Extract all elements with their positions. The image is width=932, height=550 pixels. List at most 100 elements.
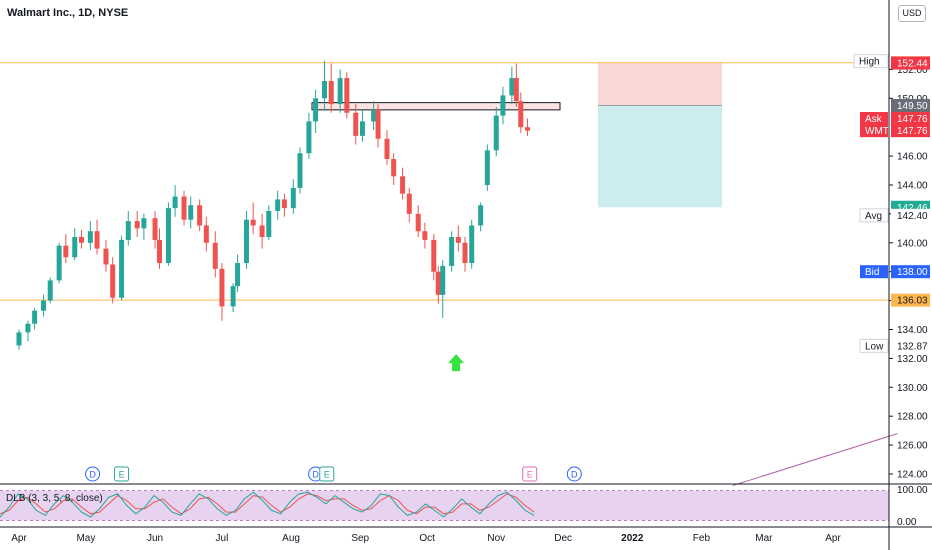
price-label-name: High: [859, 57, 880, 68]
candle-body: [400, 176, 406, 194]
price-label-value: 132.87: [897, 341, 928, 352]
candle-body: [322, 80, 328, 99]
candle-body: [313, 98, 319, 122]
candle-body: [435, 271, 441, 295]
price-label-value: 149.50: [897, 101, 928, 112]
candle-body: [63, 245, 69, 258]
candle-body: [469, 225, 475, 264]
candle-body: [509, 78, 515, 96]
time-tick-label: Dec: [554, 533, 572, 544]
candle-body: [41, 300, 47, 311]
candle-body: [203, 225, 209, 243]
candle-body: [188, 205, 194, 220]
candle-body: [462, 242, 468, 264]
oscillator-tick-label: 0.00: [897, 517, 917, 528]
oscillator-d-line: [0, 493, 535, 515]
currency-button[interactable]: USD: [898, 5, 926, 22]
event-marker-label: D: [312, 470, 319, 480]
earnings-event-icon: [114, 466, 130, 482]
candle-body: [281, 199, 287, 209]
time-tick-label: Nov: [487, 533, 505, 544]
candle-body: [32, 310, 38, 324]
candle-body: [152, 218, 158, 240]
price-label-tag: [891, 124, 930, 138]
price-axis: 124.00 126.00 128.00 130.00 132.00 134.00 136.…: [853, 0, 930, 550]
event-marker-label: E: [324, 470, 330, 480]
dividend-event-icon: [85, 466, 101, 482]
price-label-name-tag: [853, 54, 889, 69]
candle-body: [524, 127, 530, 131]
candle-body: [484, 150, 490, 185]
candle-body: [243, 219, 249, 264]
candle-body: [219, 268, 225, 307]
candle-body: [87, 231, 93, 243]
candle-body: [156, 239, 162, 264]
candle-body: [297, 153, 303, 188]
price-label-tag: [891, 112, 930, 126]
time-axis: Apr May Jun Jul Aug Sep Oct Nov Dec 2022 Feb Mar Apr: [0, 526, 932, 544]
price-tick-label: 124.00: [897, 470, 928, 481]
candle-body: [230, 286, 236, 307]
trade-zones: [598, 63, 722, 208]
time-tick-label: Sep: [351, 533, 369, 544]
candle-body: [422, 231, 428, 240]
time-tick-label: Aug: [282, 533, 300, 544]
price-tick-label: 130.00: [897, 383, 928, 394]
candle-body: [266, 211, 272, 238]
candle-body: [110, 264, 116, 298]
candle-body: [47, 280, 53, 301]
price-label-name: Low: [865, 341, 884, 352]
candle-body: [513, 78, 519, 102]
price-label-value: 147.76: [897, 114, 928, 125]
price-label-name-tag: [860, 112, 888, 126]
candle-body: [134, 221, 140, 229]
price-label-value: 136.03: [897, 296, 928, 307]
time-tick-label: Jun: [147, 533, 163, 544]
event-marker-label: D: [89, 470, 96, 480]
time-tick-label: 2022: [621, 533, 644, 544]
candle-body: [235, 263, 241, 287]
price-label-name-tag: [860, 124, 888, 138]
candle-body: [94, 231, 100, 249]
candle-body: [415, 213, 421, 232]
candle-body: [518, 101, 524, 128]
candle-body: [455, 237, 461, 243]
take-profit-zone: [598, 105, 722, 208]
price-label-tag: [891, 293, 930, 307]
event-marker-label: E: [527, 470, 533, 480]
oscillator-label: DLB (3, 3, 5, 8, close): [6, 493, 103, 504]
candle-body: [275, 199, 281, 212]
time-tick-label: Feb: [693, 533, 711, 544]
earnings-event-icon: [522, 466, 538, 482]
price-label-tag: [891, 99, 930, 113]
candle-body: [406, 193, 412, 214]
candle-body: [431, 239, 437, 272]
candle-body: [306, 121, 312, 154]
candle-body: [493, 115, 499, 151]
time-tick-label: May: [76, 533, 95, 544]
candle-body: [384, 138, 390, 159]
oscillator-tick-label: 100.00: [897, 485, 928, 496]
time-tick-label: Jul: [216, 533, 229, 544]
candle-body: [344, 78, 350, 113]
event-marker-label: E: [119, 470, 125, 480]
candle-body: [141, 218, 147, 229]
price-label-name: Avg: [865, 211, 882, 222]
candle-body: [56, 245, 62, 281]
event-marker-label: D: [571, 470, 578, 480]
candle-body: [72, 237, 78, 258]
candle-body: [250, 219, 256, 226]
candle-body: [391, 158, 397, 177]
price-label-tag: [891, 265, 930, 279]
price-label-value: 142.40: [897, 211, 928, 222]
earnings-event-icon: [319, 466, 335, 482]
candles: [16, 60, 530, 350]
price-label-name-tag: [859, 208, 889, 223]
price-tick-label: 134.00: [897, 325, 928, 336]
resistance-zone-box: [311, 102, 561, 111]
price-label-name: WMT: [865, 126, 889, 137]
price-label-name: Bid: [865, 267, 879, 278]
candle-body: [375, 109, 381, 139]
oscillator-pane: DLB (3, 3, 5, 8, close) 100.00 0.00: [0, 483, 932, 528]
